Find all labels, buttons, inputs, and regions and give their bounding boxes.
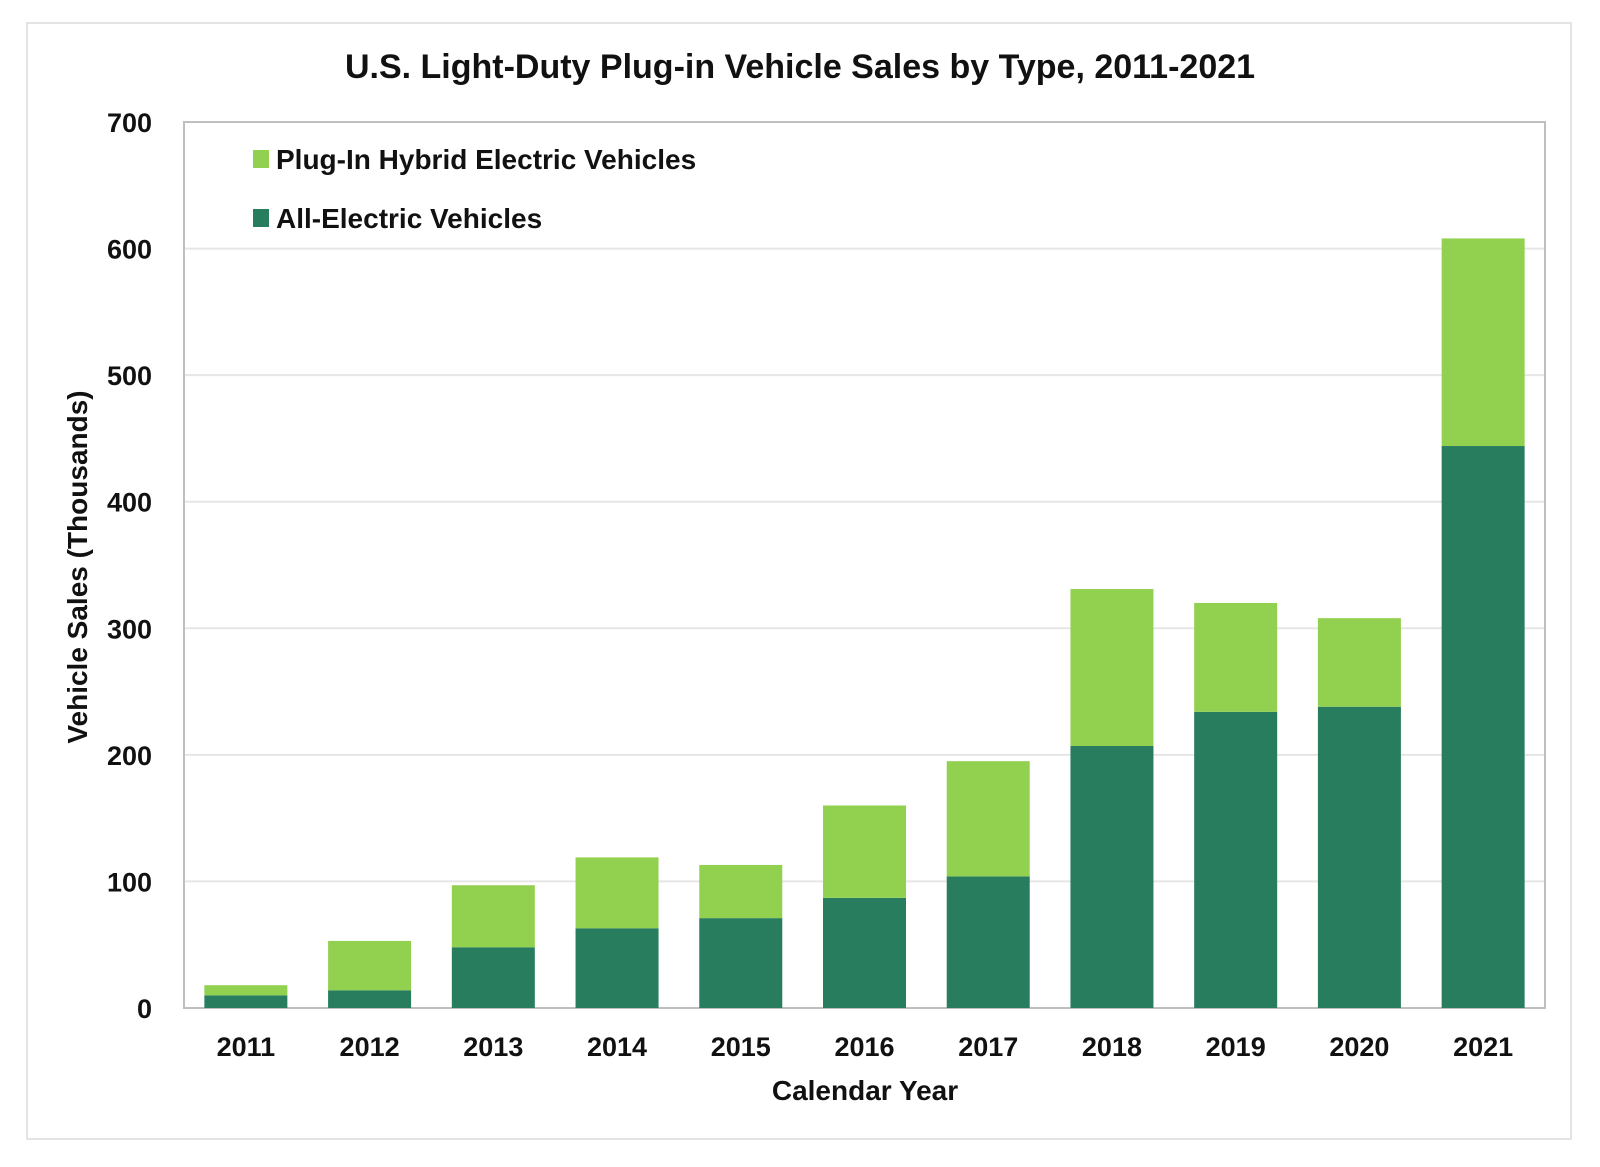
legend-swatch	[253, 150, 269, 168]
x-tick-label: 2015	[711, 1032, 771, 1062]
x-tick-label: 2020	[1329, 1032, 1389, 1062]
y-tick-label: 100	[107, 867, 152, 897]
bar-all-electric-2021	[1441, 446, 1525, 1009]
chart-frame	[26, 22, 1572, 1140]
x-tick-label: 2019	[1206, 1032, 1266, 1062]
bar-all-electric-2019	[1194, 711, 1278, 1008]
bar-all-electric-2017	[946, 876, 1030, 1008]
bar-all-electric-2012	[328, 990, 412, 1008]
x-tick-label: 2011	[217, 1032, 276, 1062]
y-tick-label: 600	[107, 235, 152, 265]
x-tick-label: 2012	[340, 1032, 400, 1062]
x-tick-label: 2016	[834, 1032, 894, 1062]
legend: Plug-In Hybrid Electric Vehicles All-Elec…	[253, 144, 696, 234]
y-tick-label: 400	[107, 488, 152, 518]
bar-plug-in-hybrid-2020	[1317, 618, 1401, 707]
bars	[204, 238, 1525, 1009]
x-tick-label: 2021	[1453, 1032, 1513, 1062]
bar-plug-in-hybrid-2017	[946, 761, 1030, 877]
y-tick-label: 700	[107, 108, 152, 138]
bar-plug-in-hybrid-2015	[699, 864, 783, 919]
bar-all-electric-2018	[1070, 745, 1154, 1008]
bar-plug-in-hybrid-2016	[823, 805, 906, 898]
legend-label: Plug-In Hybrid Electric Vehicles	[276, 144, 696, 175]
bar-all-electric-2016	[823, 897, 906, 1008]
y-tick-label: 0	[137, 994, 152, 1024]
bar-plug-in-hybrid-2018	[1070, 589, 1154, 746]
x-axis-title: Calendar Year	[772, 1075, 958, 1106]
bar-plug-in-hybrid-2014	[575, 857, 659, 929]
bar-plug-in-hybrid-2019	[1194, 602, 1278, 712]
chart-title: U.S. Light-Duty Plug-in Vehicle Sales by…	[345, 48, 1255, 86]
y-tick-label: 200	[107, 741, 152, 771]
bar-all-electric-2014	[575, 928, 659, 1008]
legend-swatch	[253, 209, 269, 227]
x-tick-label: 2014	[587, 1032, 647, 1062]
bar-all-electric-2011	[204, 995, 288, 1008]
x-tick-label: 2017	[958, 1032, 1018, 1062]
x-tick-label: 2018	[1082, 1032, 1142, 1062]
bar-all-electric-2020	[1317, 706, 1401, 1008]
x-tick-labels: 2011 2012 2013 2014 2015 2016 2017 2018 2019 2020…	[217, 1032, 1514, 1062]
bar-plug-in-hybrid-2011	[204, 985, 288, 996]
bar-plug-in-hybrid-2012	[328, 940, 412, 991]
y-tick-label: 500	[107, 361, 152, 391]
y-tick-label: 300	[107, 614, 152, 644]
bar-all-electric-2013	[451, 947, 535, 1008]
y-tick-labels: 0 100 200 300 400 500 600 700	[107, 108, 152, 1024]
y-axis-title: Vehicle Sales (Thousands)	[62, 390, 93, 743]
bar-plug-in-hybrid-2021	[1441, 238, 1525, 447]
bar-all-electric-2015	[699, 918, 783, 1008]
bar-plug-in-hybrid-2013	[451, 885, 535, 948]
legend-label: All-Electric Vehicles	[276, 203, 542, 234]
x-tick-label: 2013	[463, 1032, 523, 1062]
